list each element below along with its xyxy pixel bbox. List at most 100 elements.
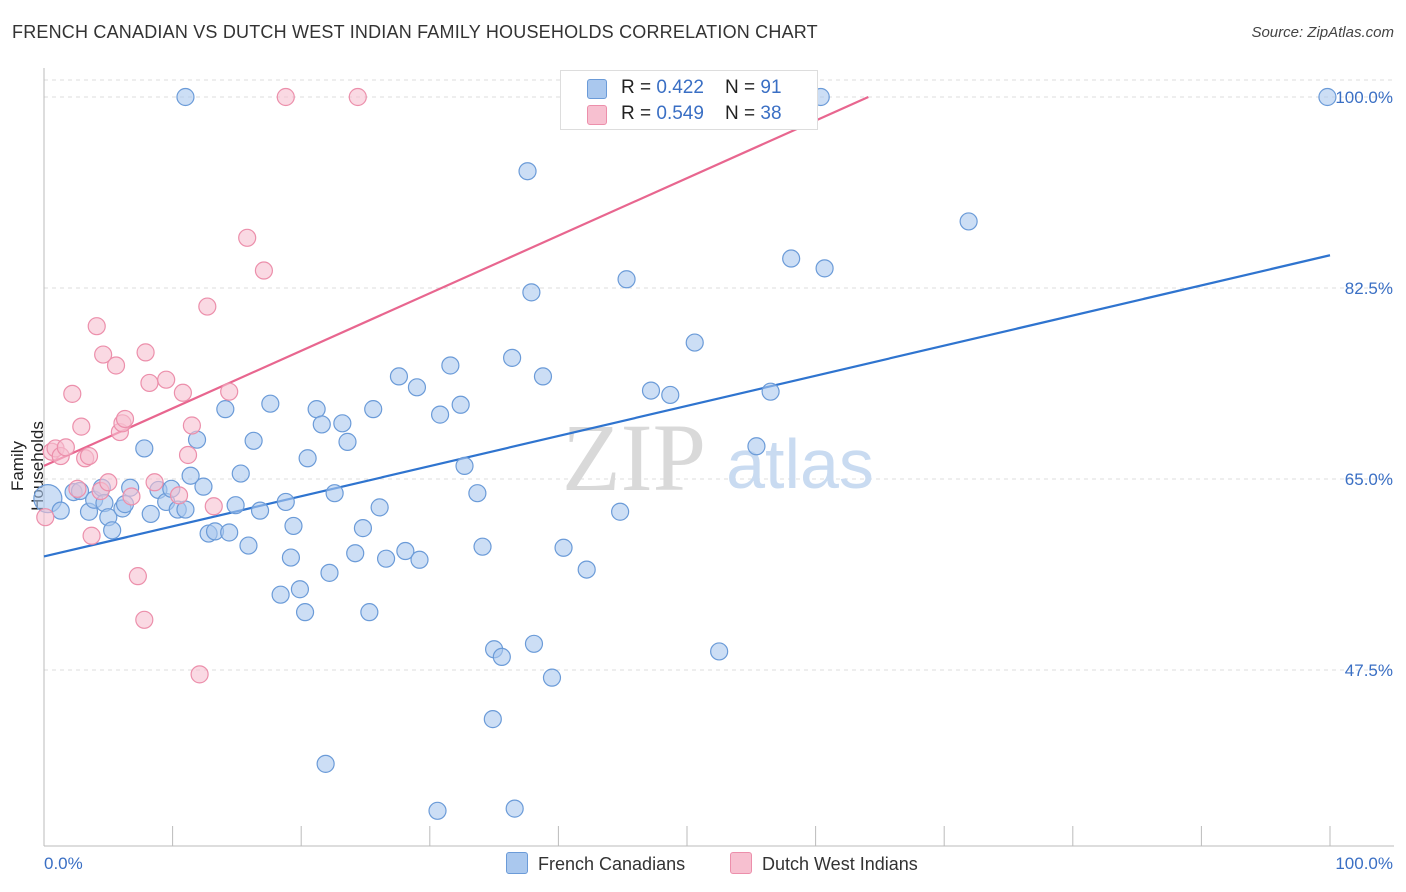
point-french-canadians [320, 563, 339, 582]
point-french-canadians [761, 382, 780, 401]
point-dutch-west-indians [128, 567, 147, 586]
point-french-canadians [239, 536, 258, 555]
bottom-legend-label: Dutch West Indians [762, 854, 918, 874]
point-french-canadians [135, 439, 154, 458]
point-dutch-west-indians [190, 665, 209, 684]
legend-n-label: N = [725, 77, 761, 98]
point-dutch-west-indians [106, 356, 126, 375]
point-french-canadians [410, 550, 429, 569]
legend-r-value: 0.422 [656, 77, 704, 98]
point-french-canadians [271, 585, 290, 604]
point-french-canadians [231, 464, 250, 483]
point-dutch-west-indians [99, 473, 118, 492]
point-french-canadians [276, 492, 295, 512]
x-tick-label: 100.0% [1335, 854, 1393, 873]
point-dutch-west-indians [178, 445, 198, 465]
point-dutch-west-indians [63, 384, 82, 403]
point-french-canadians [503, 348, 522, 367]
point-french-canadians [522, 283, 541, 302]
legend-n-value: 91 [760, 77, 782, 98]
point-french-canadians [710, 642, 729, 661]
point-french-canadians [451, 395, 470, 414]
point-french-canadians [346, 544, 365, 563]
point-dutch-west-indians [72, 417, 91, 436]
point-french-canadians [524, 634, 544, 653]
axes [43, 68, 1394, 847]
tick-labels: 47.5% 65.0% 82.5% 100.0% 0.0% 100.0% [44, 88, 1393, 873]
point-french-canadians [194, 477, 213, 496]
point-french-canadians [333, 414, 352, 433]
watermark-zip: ZIP [562, 404, 706, 511]
watermark: ZIP atlas [562, 404, 874, 511]
point-french-canadians [617, 270, 636, 289]
point-dutch-west-indians [169, 486, 189, 505]
point-french-canadians [747, 437, 766, 456]
point-french-canadians [441, 356, 460, 375]
point-dutch-west-indians [115, 409, 135, 429]
point-french-canadians [483, 710, 502, 729]
trend-line-dutch-west-indians [43, 95, 869, 467]
point-dutch-west-indians [348, 87, 367, 107]
bottom-legend-french-canadians: French Canadians [506, 852, 685, 875]
point-dutch-west-indians [68, 479, 87, 498]
watermark-atlas: atlas [726, 425, 874, 503]
point-dutch-west-indians [198, 297, 217, 316]
point-dutch-west-indians [220, 382, 239, 401]
point-dutch-west-indians [135, 610, 154, 629]
legend-swatch-blue [587, 79, 607, 99]
point-french-canadians [685, 333, 704, 352]
point-french-canadians [220, 523, 239, 542]
point-french-canadians [455, 456, 474, 476]
data-points [33, 87, 1337, 820]
point-french-canadians [468, 484, 487, 503]
point-dutch-west-indians [136, 343, 155, 362]
point-french-canadians [307, 400, 326, 419]
y-tick-label: 47.5% [1345, 661, 1393, 680]
point-french-canadians [284, 516, 303, 536]
point-french-canadians [577, 560, 596, 579]
legend-swatch-pink [587, 105, 607, 125]
stats-legend: R = 0.422 N = 91 R = 0.549 N = 38 [560, 70, 818, 130]
bottom-legend-label: French Canadians [538, 854, 686, 874]
point-french-canadians [338, 432, 357, 451]
point-french-canadians [1318, 87, 1337, 107]
source-credit: Source: ZipAtlas.com [1251, 24, 1394, 41]
point-dutch-west-indians [36, 508, 55, 527]
chart-title: FRENCH CANADIAN VS DUTCH WEST INDIAN FAM… [12, 22, 818, 42]
point-dutch-west-indians [79, 446, 99, 466]
point-french-canadians [226, 496, 245, 515]
point-french-canadians [176, 87, 195, 107]
point-french-canadians [492, 647, 511, 667]
point-dutch-west-indians [82, 526, 101, 545]
point-french-canadians [325, 484, 344, 503]
point-dutch-west-indians [56, 438, 75, 457]
point-dutch-west-indians [140, 373, 159, 393]
point-french-canadians [364, 400, 383, 419]
point-french-canadians [370, 498, 389, 517]
point-french-canadians [353, 519, 373, 538]
point-french-canadians [554, 538, 573, 557]
point-french-canadians [103, 521, 122, 540]
point-french-canadians [312, 415, 331, 434]
point-french-canadians [959, 212, 978, 231]
point-french-canadians [181, 466, 200, 485]
point-french-canadians [360, 603, 379, 622]
point-french-canadians [389, 367, 409, 386]
legend-n-value: 38 [760, 103, 782, 124]
point-dutch-west-indians [94, 345, 113, 364]
bottom-legend-swatch-pink [730, 852, 752, 874]
point-french-canadians [290, 580, 310, 599]
point-french-canadians [281, 548, 301, 567]
y-tick-label: 82.5% [1345, 279, 1393, 298]
point-french-canadians [641, 381, 661, 400]
bottom-legend-swatch-blue [506, 852, 528, 874]
point-french-canadians [518, 162, 537, 181]
point-french-canadians [216, 400, 235, 419]
point-dutch-west-indians [238, 228, 257, 247]
point-french-canadians [51, 501, 70, 520]
bottom-legend-dutch-west-indians: Dutch West Indians [730, 852, 918, 875]
point-french-canadians [815, 259, 834, 278]
point-french-canadians [611, 502, 630, 521]
point-french-canadians [661, 385, 680, 405]
